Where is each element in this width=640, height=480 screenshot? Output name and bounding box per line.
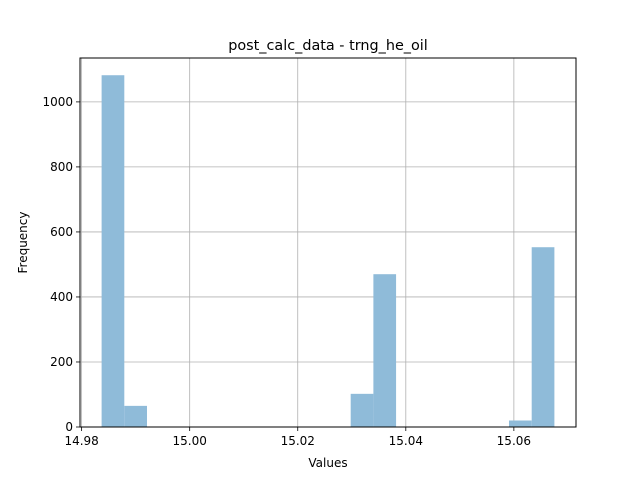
x-tick-label: 15.02 [281,434,315,448]
y-tick-label: 200 [50,355,73,369]
y-axis-title: Frequency [16,212,30,274]
x-tick-label: 15.06 [497,434,531,448]
x-tick-label: 15.04 [389,434,423,448]
y-tick-label: 1000 [42,95,73,109]
histogram-bar [531,247,555,427]
histogram-bar [509,420,532,427]
chart-title: post_calc_data - trng_he_oil [228,38,428,54]
x-axis-title: Values [308,456,347,470]
y-tick-label: 800 [50,160,73,174]
x-tick-label: 14.98 [64,434,98,448]
grid-lines [80,58,576,428]
y-axis-ticks: 0 200 400 600 800 1000 [42,95,80,434]
y-tick-label: 600 [50,225,73,239]
histogram-bar [124,405,147,427]
histogram-bar [101,75,125,427]
y-tick-label: 0 [65,420,73,434]
histogram-bars [101,75,555,427]
y-tick-label: 400 [50,290,73,304]
x-axis-ticks: 14.98 15.00 15.02 15.04 15.06 [64,427,531,448]
x-tick-label: 15.00 [173,434,207,448]
histogram-bar [373,274,397,427]
plot-frame [79,57,577,428]
histogram-bar [350,393,374,427]
